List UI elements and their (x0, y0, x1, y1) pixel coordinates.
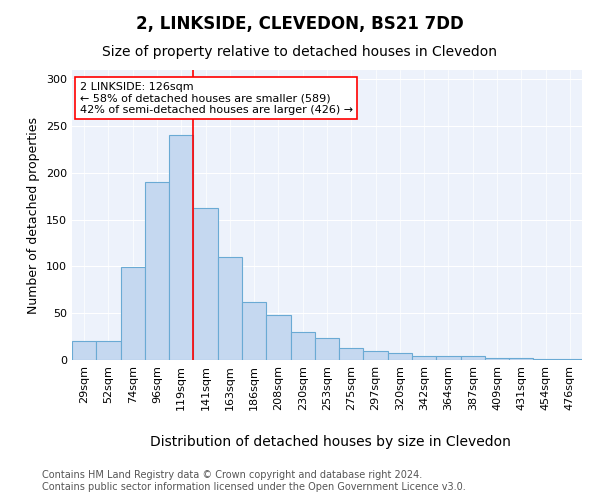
Bar (72, 342, 96, 360)
Text: Size of property relative to detached houses in Clevedon: Size of property relative to detached ho… (103, 45, 497, 59)
Text: Distribution of detached houses by size in Clevedon: Distribution of detached houses by size … (149, 435, 511, 449)
Bar (96, 342, 121, 360)
Y-axis label: Number of detached properties: Number of detached properties (28, 116, 40, 314)
Bar (266, 315, 290, 360)
Text: 2 LINKSIDE: 126sqm
← 58% of detached houses are smaller (589)
42% of semi-detach: 2 LINKSIDE: 126sqm ← 58% of detached hou… (80, 82, 353, 115)
Bar (339, 348, 364, 360)
Bar (242, 302, 266, 360)
Bar (485, 358, 509, 360)
Bar (145, 182, 169, 360)
Bar (193, 208, 218, 360)
Bar (290, 332, 315, 360)
Bar (315, 338, 339, 360)
Bar (169, 134, 193, 360)
Bar (388, 352, 412, 360)
Bar (461, 356, 485, 360)
Bar (364, 350, 388, 360)
Bar (436, 356, 461, 360)
Bar (533, 359, 558, 360)
Text: Contains HM Land Registry data © Crown copyright and database right 2024.
Contai: Contains HM Land Registry data © Crown c… (42, 470, 466, 492)
Bar (509, 358, 533, 360)
Bar (558, 359, 582, 360)
Bar (121, 268, 145, 360)
Text: 2, LINKSIDE, CLEVEDON, BS21 7DD: 2, LINKSIDE, CLEVEDON, BS21 7DD (136, 15, 464, 33)
Bar (412, 356, 436, 360)
Bar (218, 257, 242, 360)
